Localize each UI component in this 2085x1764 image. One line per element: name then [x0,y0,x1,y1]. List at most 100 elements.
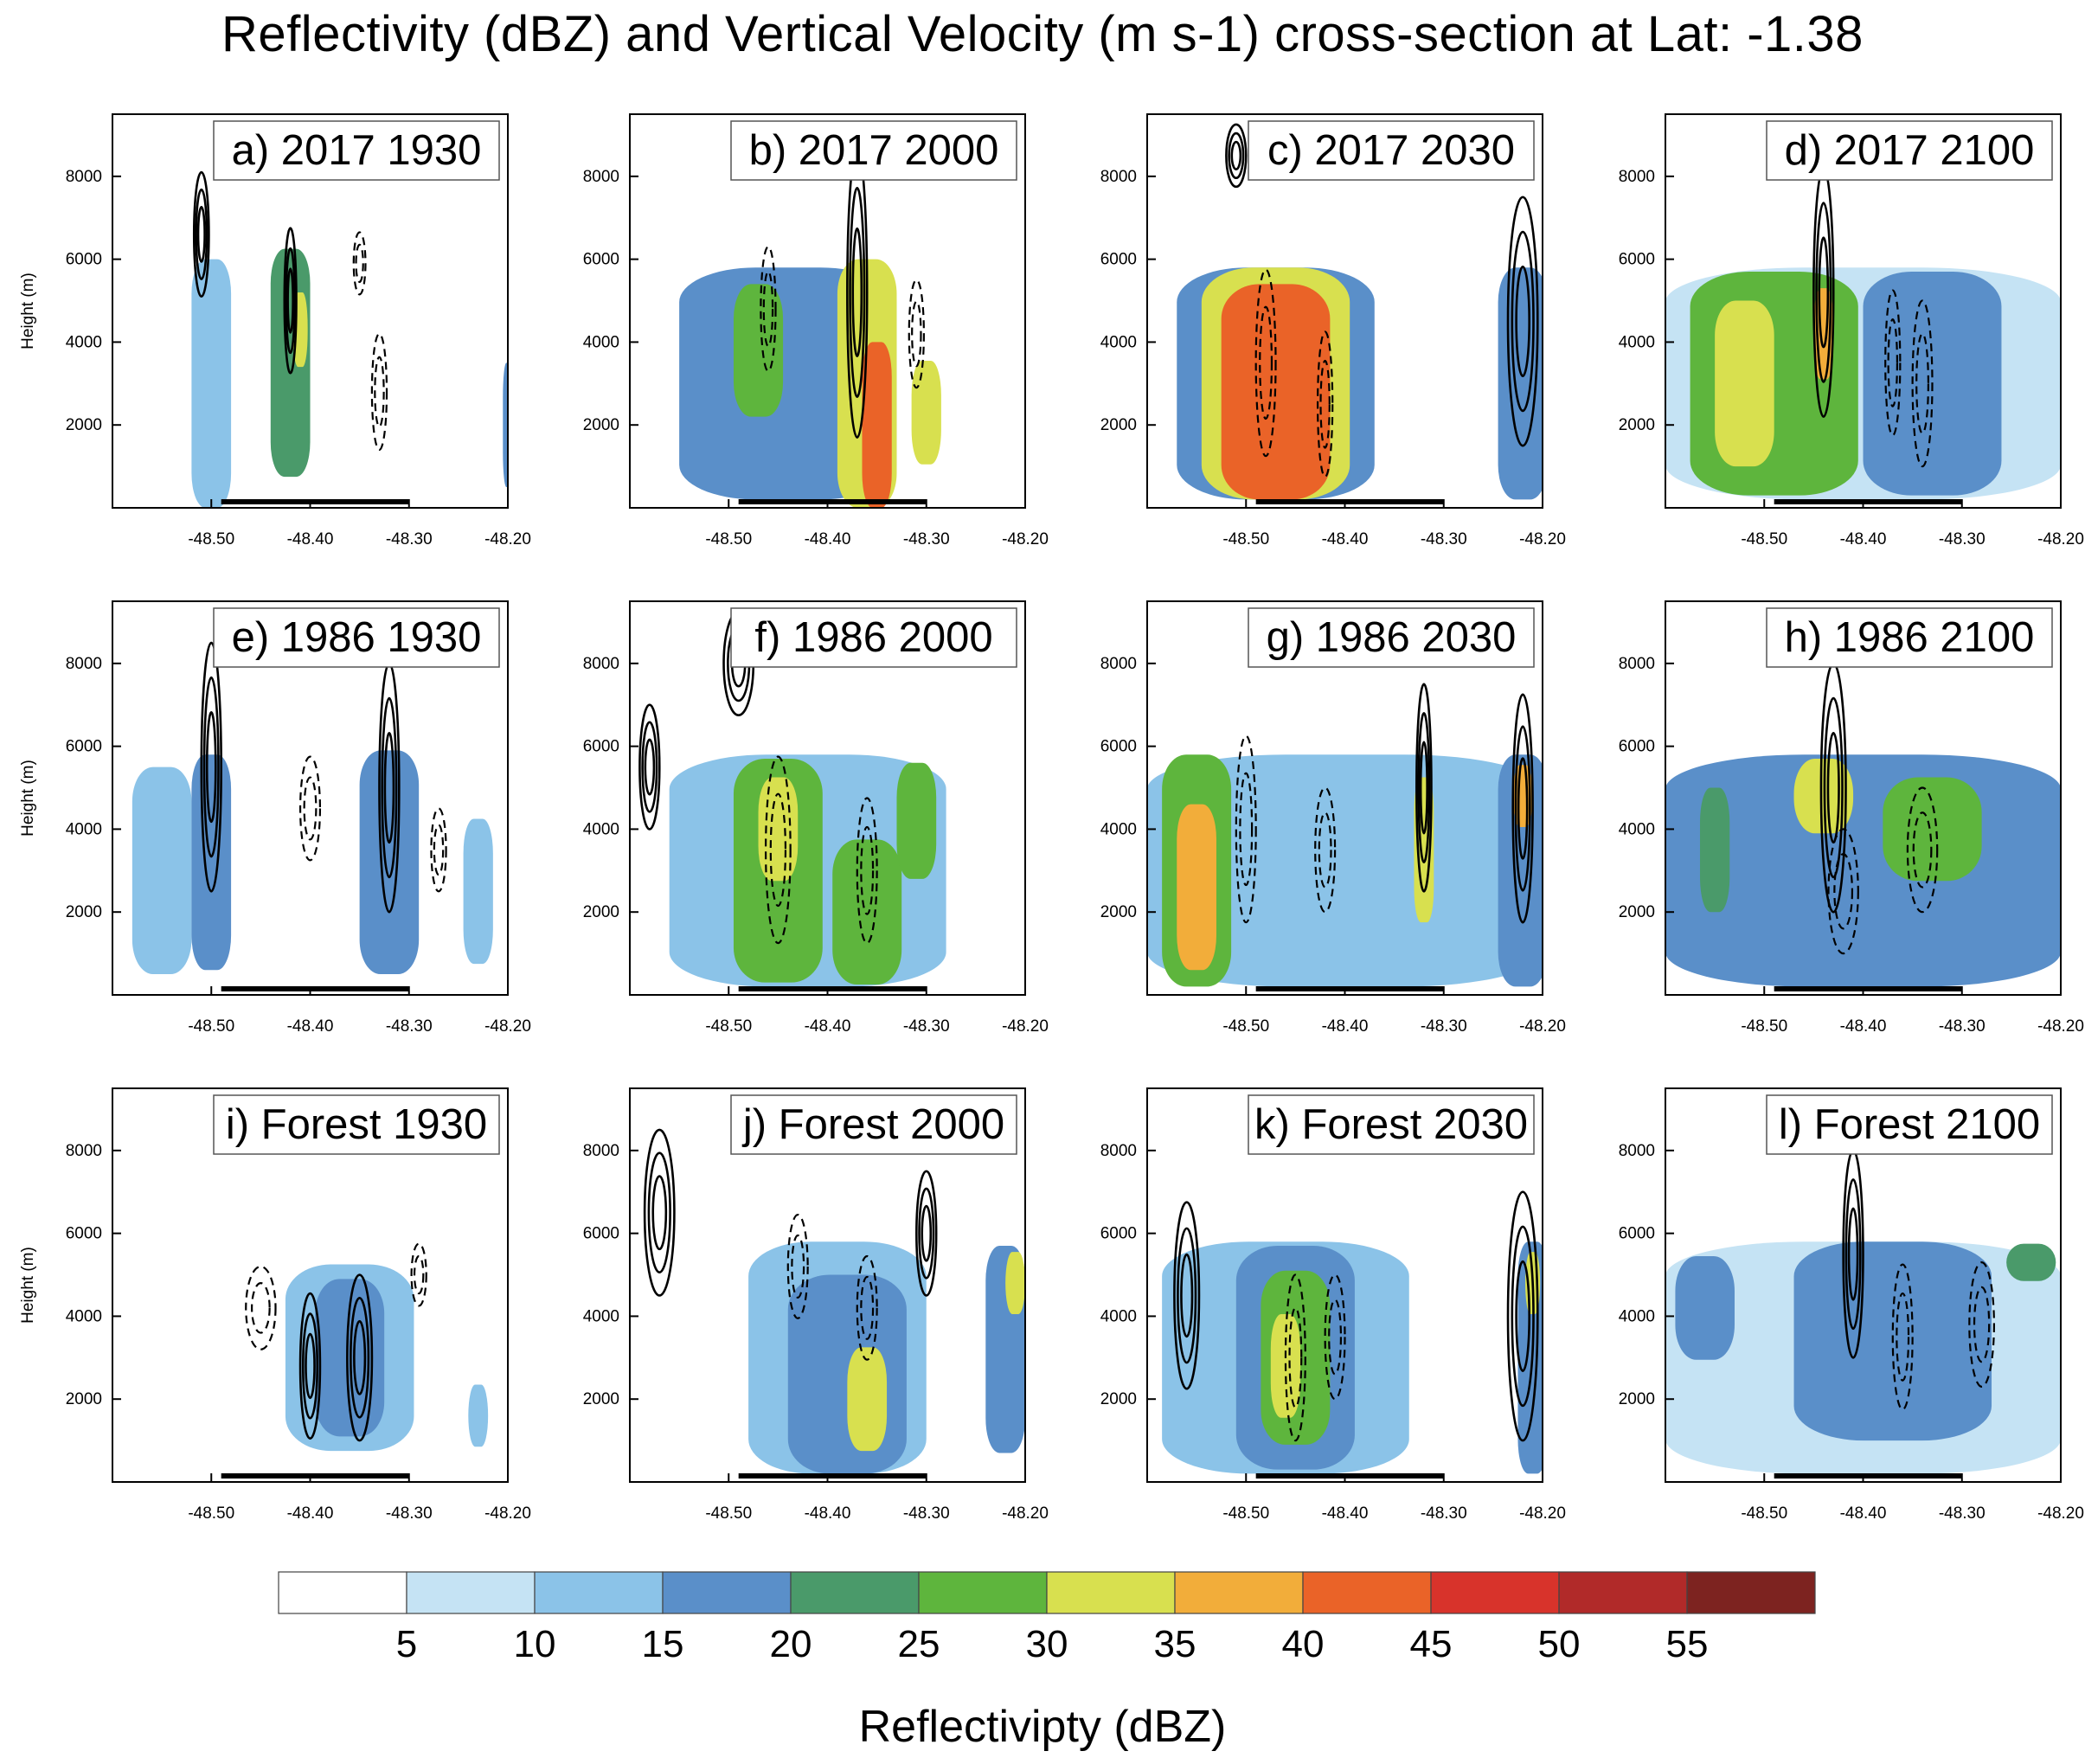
xtick-label: -48.20 [484,1017,531,1036]
colorbar-tick-label: 45 [1410,1623,1453,1665]
downdraft-contour [410,1242,427,1307]
reflectivity-cell [191,259,232,508]
downdraft-contour [298,755,322,862]
xtick-label: -48.50 [188,1504,234,1523]
panel-h-plot: 2000 4000 6000 8000 -48.50 -48.40 -48.30 -48.20… [1619,600,2084,1036]
updraft-contour [346,1273,374,1442]
ytick-label: 6000 [1619,251,1655,269]
ytick-label: 8000 [1619,655,1655,673]
downdraft-contour [1833,853,1854,930]
ytick-label: 4000 [1619,820,1655,838]
panel-j: 2000 4000 6000 8000 -48.50 -48.40 -48.30 -48.20… [526,1080,1051,1534]
downdraft-contour [1915,332,1930,434]
reflectivity-cell [1498,267,1543,500]
xtick-label: -48.40 [287,1504,334,1523]
updraft-contour [1517,757,1529,860]
xtick-label: -48.40 [287,1017,334,1036]
panel-label-box [213,1094,500,1155]
panel-i: 2000 4000 6000 8000 -48.50 -48.40 -48.30 -48.20… [9,1080,534,1534]
panel-label: i) Forest 1930 [226,1101,487,1148]
panel-g-plot: 2000 4000 6000 8000 -48.50 -48.40 -48.30 -48.20… [1100,600,1566,1036]
updraft-contour [1419,741,1428,835]
ytick-label: 8000 [1100,168,1137,186]
updraft-contour [200,641,222,893]
downdraft-contour [1314,786,1337,914]
colorbar-segment [1046,1571,1176,1614]
panel-g: 2000 4000 6000 8000 -48.50 -48.40 -48.30 -48.20… [1043,593,1569,1047]
panel-label: g) 1986 2030 [1267,614,1517,661]
reflectivity-cell [733,284,784,417]
colorbar-tick-label: 10 [514,1623,556,1665]
reflectivity-cell [2006,1243,2056,1281]
downdraft-contour [355,243,364,284]
panel-h: 2000 4000 6000 8000 -48.50 -48.40 -48.30 -48.20… [1562,593,2085,1047]
xtick-label: -48.50 [1222,530,1269,548]
updraft-contour [641,721,658,813]
reflectivity-cell [832,839,902,985]
downdraft-contour [760,246,777,373]
xtick-label: -48.50 [705,1504,752,1523]
downdraft-contour [370,332,388,452]
updraft-contour [205,711,217,824]
ytick-label: 6000 [1100,1225,1137,1243]
xtick-label: -48.20 [1519,1504,1566,1523]
reflectivity-cell [1005,1252,1025,1315]
colorbar-segment [790,1571,920,1614]
reflectivity-cell [1715,300,1774,467]
reflectivity-cell [191,754,232,971]
updraft-contour [1180,1253,1194,1338]
reflectivity-cell [1147,754,1543,987]
reflectivity-cell [787,1274,907,1474]
downdraft-contour [1911,299,1934,468]
reflectivity-cell [758,777,799,882]
colorbar-segment [1558,1571,1688,1614]
panel-b-plot: 2000 4000 6000 8000 -48.50 -48.40 -48.30 -48.20… [583,113,1049,548]
updraft-contour [1515,265,1530,377]
ytick-label: 6000 [583,1225,619,1243]
xtick-label: -48.20 [1002,530,1049,548]
panel-k-plot: 2000 4000 6000 8000 -48.50 -48.40 -48.30 -48.20… [1100,1087,1566,1523]
ytick-label: 2000 [1619,903,1655,921]
ytick-label: 6000 [583,738,619,756]
colorbar-segment [1430,1571,1560,1614]
downdraft-contour [374,356,385,428]
xtick-label: -48.40 [805,530,851,548]
xtick-label: -48.50 [1222,1504,1269,1523]
panel-a: 2000 4000 6000 8000 -48.50 -48.40 -48.30 -48.20… [9,106,534,560]
panel-label: l) Forest 2100 [1779,1101,2040,1148]
ytick-label: 2000 [66,416,102,434]
downdraft-contour [860,1275,875,1340]
updraft-contour [1173,1201,1201,1390]
updraft-contour [353,1319,367,1395]
updraft-contour [1506,1190,1539,1442]
reflectivity-cell [503,362,508,488]
downdraft-contour [413,1254,425,1295]
panel-label: f) 1986 2000 [754,614,992,661]
ytick-label: 8000 [66,1142,102,1160]
colorbar-tick-label: 30 [1026,1623,1068,1665]
updraft-contour [1415,683,1433,893]
reflectivity-cell [862,342,892,508]
updraft-contour [1511,1225,1535,1408]
ytick-label: 8000 [583,655,619,673]
downdraft-contour [250,1282,271,1334]
downdraft-contour [1324,1273,1346,1401]
panel-label: a) 2017 1930 [232,127,482,174]
updraft-contour [350,1297,370,1419]
colorbar-svg: 5 10 15 20 25 30 35 40 45 50 55 [278,1571,1816,1665]
ytick-label: 2000 [583,416,619,434]
xtick-label: -48.50 [1222,1017,1269,1036]
xtick-label: -48.40 [1322,530,1369,548]
updraft-contour [849,186,866,398]
downdraft-contour [1827,828,1859,955]
updraft-contour [1417,712,1431,864]
ytick-label: 4000 [66,333,102,351]
updraft-contour [643,1128,676,1297]
updraft-contour [1225,123,1248,189]
downdraft-contour [433,824,445,876]
xtick-label: -48.40 [1322,1017,1369,1036]
xtick-label: -48.40 [1840,530,1887,548]
ytick-label: 8000 [583,1142,619,1160]
downdraft-contour [352,231,367,296]
xtick-label: -48.50 [1741,530,1787,548]
